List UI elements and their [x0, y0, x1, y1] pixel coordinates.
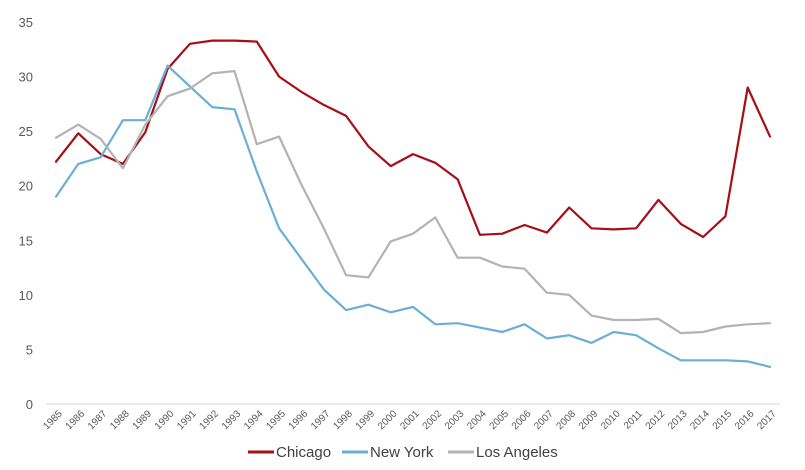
x-tick-label: 2005 — [488, 408, 512, 432]
series-line-new-york — [54, 64, 772, 368]
x-tick-label: 2000 — [376, 408, 400, 432]
x-axis: 1985198619871988198919901991199219931994… — [41, 408, 779, 432]
x-tick-label: 1993 — [220, 408, 244, 432]
x-tick-label: 1996 — [287, 408, 311, 432]
x-tick-label: 1987 — [86, 408, 110, 432]
y-tick-label: 20 — [19, 179, 33, 194]
x-tick-label: 2011 — [622, 408, 645, 431]
x-tick-label: 2008 — [555, 408, 579, 432]
x-tick-label: 2014 — [688, 408, 712, 432]
y-axis: 0 5 10 15 20 25 30 35 — [19, 15, 33, 412]
legend-label: New York — [370, 444, 434, 461]
series-line-chicago — [54, 39, 772, 239]
x-tick-label: 1998 — [331, 408, 355, 432]
y-tick-label: 0 — [26, 397, 33, 412]
x-tick-label: 2002 — [421, 408, 445, 432]
legend-label: Los Angeles — [476, 444, 558, 461]
y-tick-label: 30 — [19, 70, 33, 85]
x-tick-label: 2010 — [599, 408, 623, 432]
series-line-los-angeles — [54, 69, 772, 335]
y-tick-label: 10 — [19, 288, 33, 303]
x-tick-label: 1988 — [108, 408, 132, 432]
x-tick-label: 1991 — [175, 408, 199, 432]
x-tick-label: 2015 — [711, 408, 735, 432]
x-tick-label: 1992 — [198, 408, 222, 432]
x-tick-label: 2001 — [398, 408, 422, 432]
x-tick-label: 2006 — [510, 408, 534, 432]
y-tick-label: 25 — [19, 124, 33, 139]
legend: Chicago New York Los Angeles — [248, 444, 558, 461]
x-tick-label: 2017 — [755, 408, 779, 432]
x-tick-label: 2016 — [733, 408, 757, 432]
series-lines — [54, 39, 772, 368]
x-tick-label: 1995 — [264, 408, 288, 432]
y-tick-label: 15 — [19, 233, 33, 248]
x-tick-label: 1999 — [354, 408, 378, 432]
x-tick-label: 2003 — [443, 408, 467, 432]
x-tick-label: 1994 — [242, 408, 266, 432]
x-tick-label: 1990 — [153, 408, 177, 432]
legend-label: Chicago — [276, 444, 331, 461]
x-tick-label: 2012 — [644, 408, 668, 432]
x-tick-label: 2004 — [465, 408, 489, 432]
y-tick-label: 35 — [19, 15, 33, 30]
x-tick-label: 1989 — [131, 408, 155, 432]
x-tick-label: 2009 — [577, 408, 601, 432]
x-tick-label: 2013 — [666, 408, 690, 432]
y-tick-label: 5 — [26, 342, 33, 357]
x-tick-label: 1985 — [41, 408, 65, 432]
x-tick-label: 2007 — [532, 408, 556, 432]
x-tick-label: 1997 — [309, 408, 333, 432]
x-tick-label: 1986 — [64, 408, 88, 432]
